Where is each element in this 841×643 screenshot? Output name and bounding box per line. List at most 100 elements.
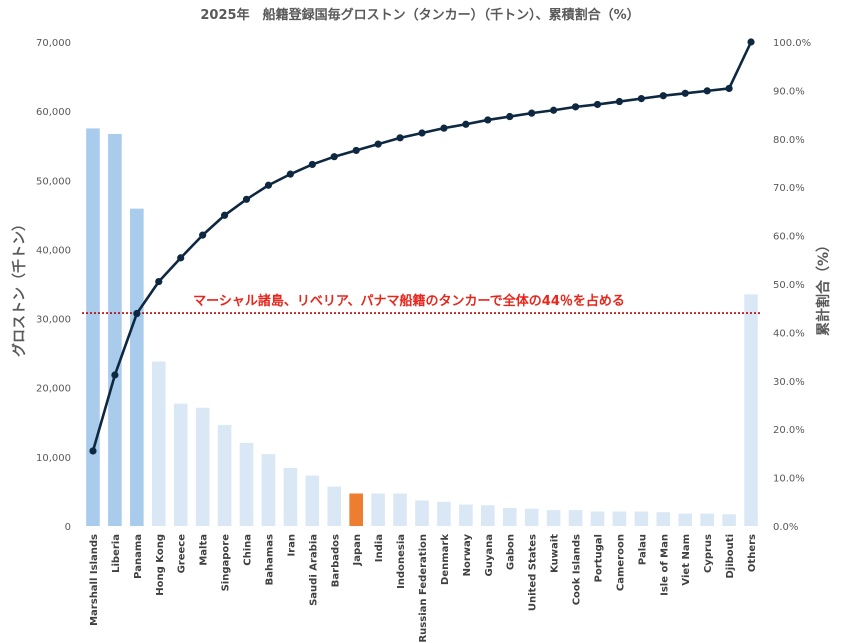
category-label: Portugal (593, 534, 604, 582)
category-label: United States (528, 534, 539, 611)
bar (437, 501, 451, 526)
bar (261, 454, 276, 526)
y-axis-ticks: 0 10,000 20,000 30,000 40,000 50,000 60,000 70,… (36, 38, 71, 533)
cumulative-point (199, 231, 207, 239)
bar (415, 500, 429, 526)
cumulative-point (528, 109, 536, 117)
cumulative-point (747, 38, 755, 46)
category-label: Guyana (484, 534, 495, 576)
category-label: Singapore (221, 534, 232, 592)
category-label: Saudi Arabia (308, 534, 319, 606)
cumulative-point (220, 211, 229, 219)
cumulative-point (242, 195, 251, 203)
category-label: Greece (177, 534, 188, 574)
y-tick-label: 30,000 (36, 315, 71, 326)
y2-tick-label: 0.0% (773, 522, 798, 533)
cumulative-point (506, 112, 514, 121)
bar (173, 403, 188, 526)
bar (86, 128, 100, 526)
y-tick-label: 10,000 (36, 453, 71, 464)
bar (546, 510, 561, 526)
bar (678, 513, 693, 526)
category-label: Bahamas (264, 534, 275, 585)
bar (371, 493, 385, 526)
bar (327, 486, 342, 526)
cumulative-point (440, 124, 448, 132)
y2-tick-label: 80.0% (773, 135, 805, 146)
category-label: Others (747, 534, 758, 572)
cumulative-point (396, 134, 404, 142)
cumulative-point (177, 254, 185, 262)
cumulative-point (330, 153, 338, 161)
bar (195, 407, 210, 526)
x-axis-categories: Marshall Islands Liberia Panama Hong Kong Gr… (89, 534, 758, 643)
reference-line-group: マーシャル諸島、リベリア、パナマ船籍のタンカーで全体の44％を占める (82, 293, 762, 314)
chart-title: 2025年 船籍登録国毎グロストン（タンカー）（千トン）、累積割合（%） (200, 7, 639, 23)
category-label: China (243, 534, 254, 566)
category-label: Barbados (330, 534, 341, 587)
cumulative-point (89, 447, 97, 455)
cumulative-point (593, 100, 602, 109)
cumulative-point (286, 170, 294, 178)
category-label: Norway (462, 534, 473, 577)
y-tick-label: 40,000 (36, 245, 71, 256)
cumulative-point (111, 371, 119, 379)
category-label: Viet Nam (681, 534, 692, 586)
cumulative-line (91, 41, 753, 452)
category-label: Cyprus (703, 534, 714, 573)
category-label: Cameroon (615, 534, 626, 591)
bar (502, 508, 517, 526)
y-tick-label: 50,000 (36, 176, 71, 187)
cumulative-point (659, 92, 667, 100)
bar (656, 512, 671, 526)
cumulative-point (637, 95, 645, 103)
category-label: Russian Federation (418, 534, 429, 643)
cumulative-point (374, 140, 382, 148)
bar (239, 443, 254, 526)
bar (612, 511, 627, 526)
y-tick-label: 20,000 (36, 384, 71, 395)
cumulative-line-series (89, 38, 755, 455)
cumulative-point (155, 277, 163, 286)
y2-tick-label: 100.0% (773, 38, 811, 49)
bar (305, 475, 320, 526)
category-label: Kuwait (550, 534, 561, 573)
cumulative-point (308, 160, 316, 169)
cumulative-point (133, 309, 141, 318)
category-label: Marshall Islands (89, 534, 100, 626)
cumulative-point (681, 89, 689, 97)
bar (481, 505, 495, 526)
bar (393, 493, 407, 526)
bar (130, 208, 144, 527)
category-label: Malta (199, 534, 210, 566)
cumulative-point (462, 120, 470, 128)
category-label: Palau (637, 534, 648, 565)
y2-axis-title: 累計割合（%） (815, 238, 832, 336)
bar (459, 504, 473, 526)
category-label: Liberia (111, 534, 122, 573)
bar (283, 467, 298, 526)
bar (349, 493, 363, 526)
bar (217, 425, 232, 526)
category-label: Iran (286, 534, 297, 557)
y-tick-label: 0 (65, 522, 71, 533)
category-label: Hong Kong (155, 534, 166, 596)
bar (722, 514, 736, 526)
category-label: Cook Islands (572, 534, 583, 605)
bar-series (86, 128, 758, 527)
category-label: Indonesia (396, 534, 407, 589)
category-label: Denmark (440, 534, 451, 585)
cumulative-point (615, 97, 624, 106)
bar (524, 508, 539, 526)
bar (108, 133, 122, 526)
cumulative-point (571, 103, 580, 111)
y2-tick-label: 30.0% (773, 377, 805, 388)
reference-annotation: マーシャル諸島、リベリア、パナマ船籍のタンカーで全体の44％を占める (193, 293, 625, 309)
cumulative-point (264, 181, 273, 189)
cumulative-point (703, 87, 711, 95)
y2-tick-label: 50.0% (773, 280, 805, 291)
bar (568, 510, 583, 526)
cumulative-point (352, 146, 360, 155)
y2-tick-label: 60.0% (773, 232, 805, 243)
